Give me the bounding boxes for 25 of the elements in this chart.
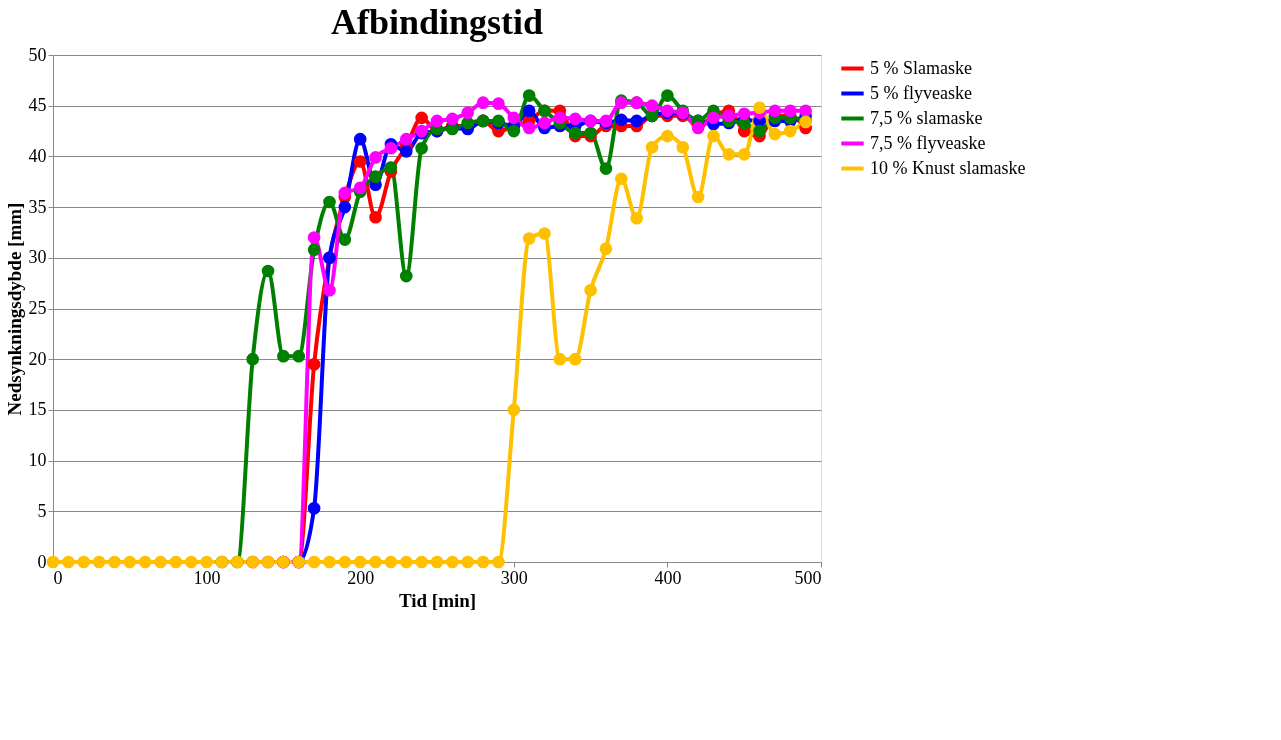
y-tick-label: 20 <box>28 348 47 369</box>
y-tick-label: 5 <box>37 500 47 521</box>
y-tick-label: 35 <box>28 196 47 217</box>
legend-label: 10 % Knust slamaske <box>870 157 1026 178</box>
legend-label: 7,5 % flyveaske <box>870 132 986 153</box>
x-axis-title: Tid [min] <box>398 589 477 611</box>
legend-label: 5 % flyveaske <box>870 82 972 103</box>
x-tick-label: 0 <box>53 567 63 588</box>
x-tick-label: 400 <box>654 567 682 588</box>
y-tick-label: 25 <box>28 298 47 318</box>
x-tick-label: 300 <box>500 567 528 588</box>
x-tick-label: 200 <box>347 567 375 588</box>
legend-label: 5 % Slamaske <box>870 57 972 78</box>
chart-title: Afbindingstid <box>330 2 544 42</box>
y-tick-label: 10 <box>28 450 47 471</box>
x-tick-label: 100 <box>193 567 221 588</box>
legend-label: 7,5 % slamaske <box>870 107 983 128</box>
y-tick-label: 40 <box>28 145 47 166</box>
y-axis-title: Nedsynkningsdybde [mm] <box>3 202 25 416</box>
y-tick-label: 15 <box>28 399 47 420</box>
y-tick-label: 45 <box>28 95 47 116</box>
y-tick-label: 0 <box>37 551 47 572</box>
x-tick-label: 500 <box>794 567 822 588</box>
y-tick-label: 30 <box>28 247 47 268</box>
y-tick-label: 50 <box>28 44 47 65</box>
